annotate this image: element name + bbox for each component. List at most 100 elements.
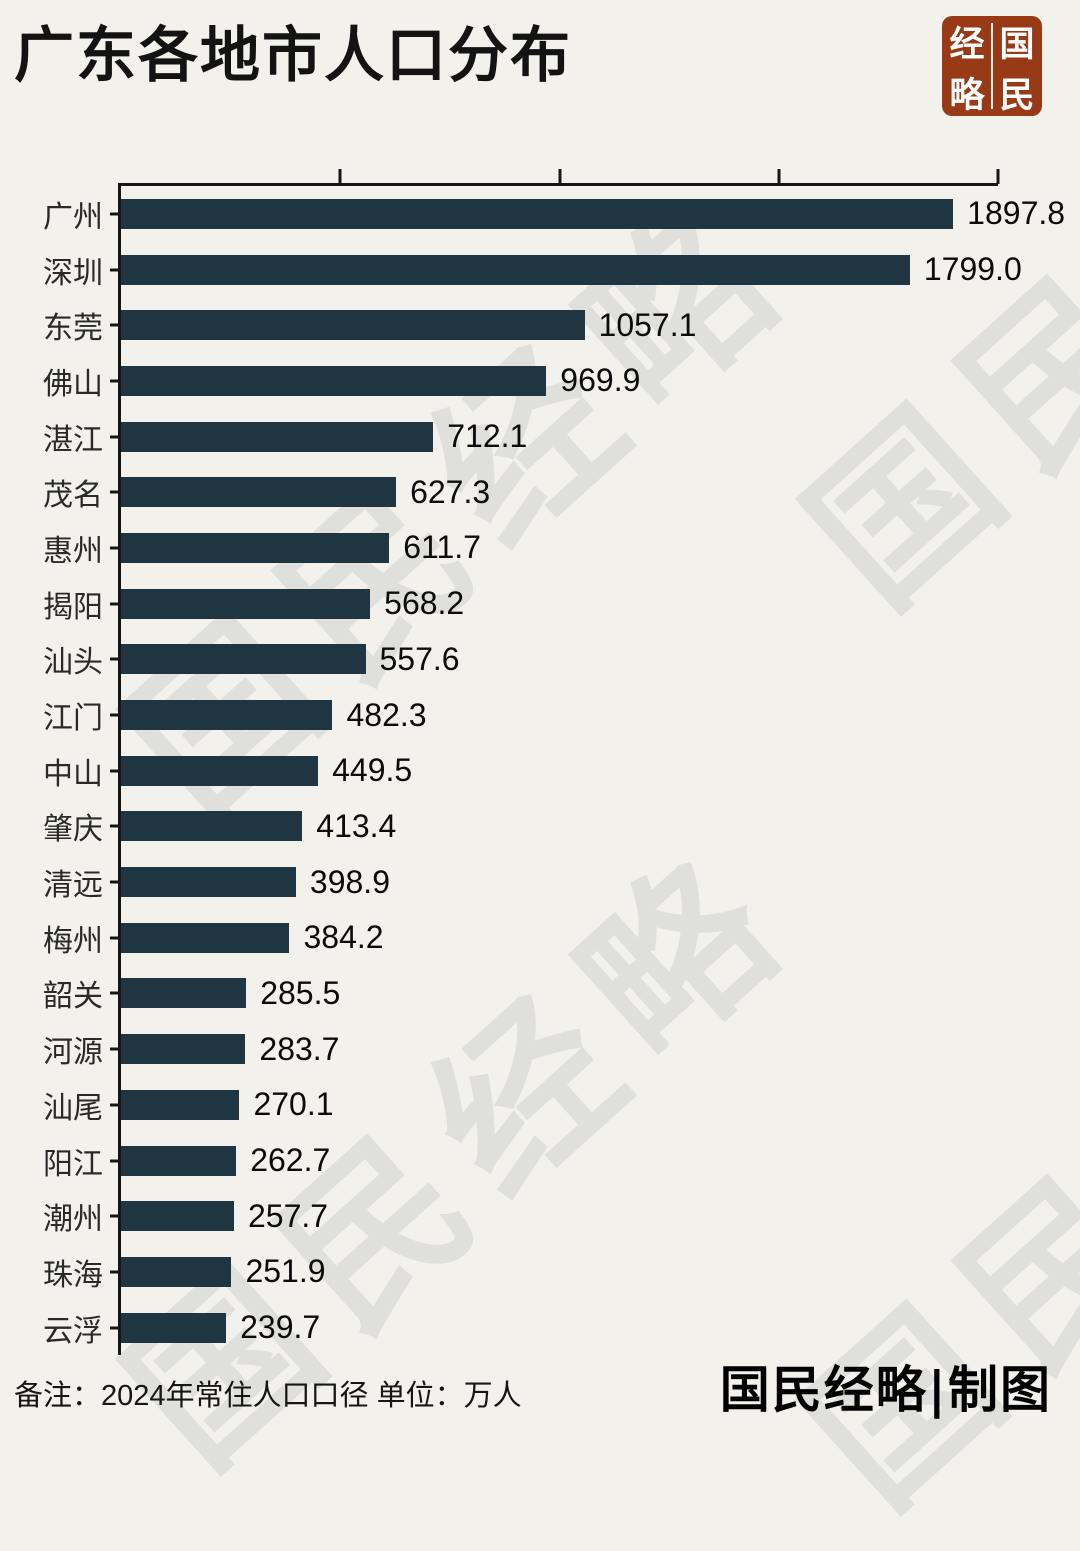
y-axis-tick [110, 713, 121, 717]
bar-row: 揭阳 568.2 [43, 576, 998, 632]
bar-row-label: 珠海 [43, 1258, 103, 1292]
bar-row: 汕尾 270.1 [43, 1077, 998, 1133]
y-axis-tick [110, 1214, 121, 1218]
y-axis-tick [110, 1326, 121, 1330]
y-axis-tick [110, 657, 121, 661]
bar-row: 东莞 1057.1 [43, 297, 998, 353]
bar-row-label: 佛山 [43, 367, 103, 401]
bar [121, 198, 954, 229]
bar-row: 珠海 251.9 [43, 1244, 998, 1300]
bar-value: 1057.1 [598, 306, 697, 343]
bar-value: 627.3 [410, 473, 491, 510]
y-axis-tick [110, 268, 121, 272]
bar-row-label: 潮州 [43, 1203, 103, 1237]
bar-value: 285.5 [260, 974, 341, 1011]
y-axis-tick [110, 546, 121, 550]
bar [121, 1201, 234, 1232]
y-axis-tick [110, 1047, 121, 1051]
y-axis-tick [110, 1159, 121, 1163]
bar-value: 413.4 [316, 807, 397, 844]
bar-row: 潮州 257.7 [43, 1188, 998, 1244]
bar-value: 1897.8 [967, 195, 1066, 232]
bar-row: 阳江 262.7 [43, 1133, 998, 1189]
bar [121, 867, 296, 898]
bar-row: 广州 1897.8 [43, 186, 1065, 242]
bar-row: 深圳 1799.0 [43, 242, 1022, 298]
bar [121, 1145, 237, 1176]
y-axis-tick [110, 1270, 121, 1274]
x-axis-tick [777, 169, 781, 184]
bar-row: 汕头 557.6 [43, 632, 998, 688]
footer-note: 备注：2024年常住人口口径 单位：万人 [14, 1380, 522, 1412]
bar-value: 449.5 [332, 752, 413, 789]
y-axis-tick [110, 824, 121, 828]
bar-row: 佛山 969.9 [43, 353, 998, 409]
bar-row-label: 肇庆 [43, 813, 103, 847]
bar-value: 1799.0 [923, 251, 1022, 288]
bar [121, 365, 547, 396]
bar-row: 中山 449.5 [43, 743, 998, 799]
bar-row: 韶关 285.5 [43, 966, 998, 1022]
bar-value: 398.9 [309, 863, 390, 900]
bar-row-label: 广州 [43, 200, 103, 234]
bar-row: 肇庆 413.4 [43, 799, 998, 855]
bar-row: 惠州 611.7 [43, 520, 998, 576]
bar-row-label: 揭阳 [43, 590, 103, 624]
bar-row-label: 阳江 [43, 1147, 103, 1181]
chart-rows: 广州 1897.8 深圳 1799.0 东莞 1057.1 佛山 969.9 湛… [43, 186, 1065, 1356]
infographic: 广东各地市人口分布 经 国 略 民 广州 1897.8 深圳 1799.0 东莞… [14, 16, 1065, 1419]
bar-value: 611.7 [403, 529, 481, 566]
bar-value: 712.1 [447, 418, 528, 455]
y-axis-tick [110, 1103, 121, 1107]
bar-row-label: 韶关 [43, 980, 103, 1014]
bar-row-label: 江门 [43, 702, 103, 736]
bar-row: 江门 482.3 [43, 687, 998, 743]
bar-value: 557.6 [379, 640, 460, 677]
bar-value: 969.9 [560, 362, 641, 399]
bar [121, 978, 247, 1009]
bar-row: 湛江 712.1 [43, 409, 998, 465]
y-axis-tick [110, 323, 121, 327]
bar-row: 梅州 384.2 [43, 910, 998, 966]
y-axis-tick [110, 991, 121, 995]
y-axis-tick [110, 490, 121, 494]
bar-value: 568.2 [384, 585, 465, 622]
x-axis-tick [996, 169, 1000, 184]
bar-value: 270.1 [253, 1086, 334, 1123]
bar-row-label: 深圳 [43, 256, 103, 290]
bar [121, 254, 910, 285]
bar-row-label: 云浮 [43, 1314, 103, 1348]
bar-row: 茂名 627.3 [43, 464, 998, 520]
bar [121, 700, 333, 731]
bar [121, 1312, 227, 1343]
bar-value: 482.3 [346, 696, 427, 733]
brand-logo: 经 国 略 民 [942, 16, 1042, 116]
x-axis-tick [338, 169, 342, 184]
bar [121, 421, 434, 452]
bar-row-label: 茂名 [43, 479, 103, 513]
y-axis-tick [110, 880, 121, 884]
bar-row-label: 湛江 [43, 423, 103, 457]
x-axis-tick [558, 169, 561, 184]
footer-credit: 国民经略|制图 [719, 1360, 1052, 1419]
bar-value: 251.9 [245, 1253, 326, 1290]
bar [121, 922, 290, 953]
bar-row-label: 东莞 [43, 312, 103, 346]
bar [121, 1034, 246, 1065]
bar-value: 283.7 [259, 1030, 340, 1067]
bar [121, 310, 585, 341]
bar [121, 755, 319, 786]
bar-row: 清远 398.9 [43, 854, 998, 910]
page-title: 广东各地市人口分布 [14, 22, 572, 89]
logo-char: 略 [949, 75, 985, 116]
bar [121, 644, 366, 675]
bar-row-label: 河源 [43, 1036, 103, 1070]
bar-row: 云浮 239.7 [43, 1300, 998, 1356]
y-axis-tick [110, 936, 121, 940]
logo-char: 国 [999, 24, 1035, 65]
bar-row-label: 汕尾 [43, 1091, 103, 1125]
y-axis-tick [110, 602, 121, 606]
plot-area: 广州 1897.8 深圳 1799.0 东莞 1057.1 佛山 969.9 湛… [43, 169, 1065, 1356]
bar-value: 384.2 [303, 919, 384, 956]
logo-char: 民 [999, 75, 1035, 116]
